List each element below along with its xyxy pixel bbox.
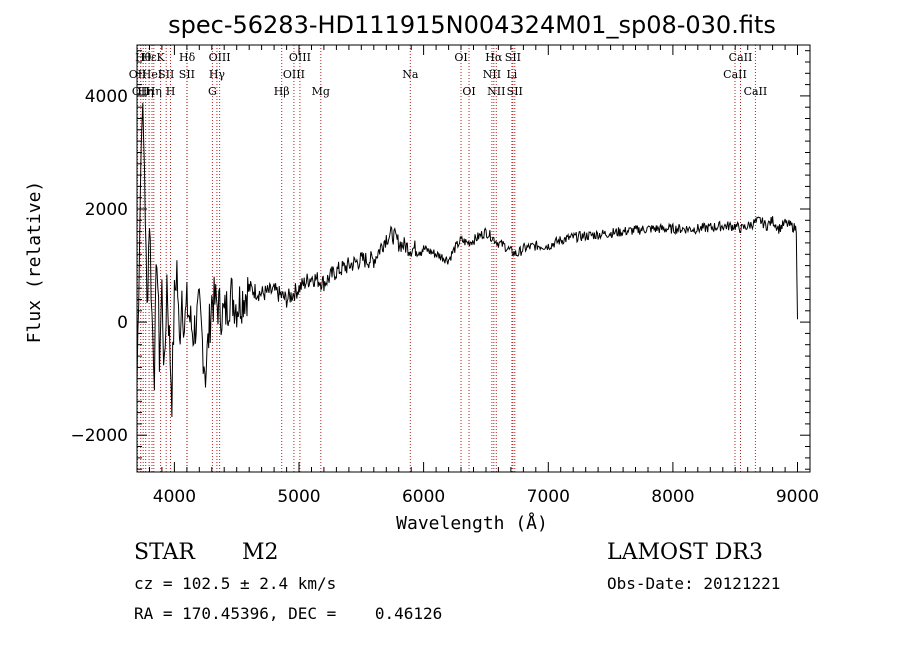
line-label-22: NII — [483, 68, 501, 81]
object-class: STAR — [134, 540, 195, 565]
x-axis: 4000 5000 6000 7000 8000 9000 — [136, 45, 819, 507]
plot-frame — [136, 44, 811, 473]
y-tick-label: −2000 — [70, 426, 128, 446]
y-tick-label: 4000 — [85, 87, 128, 107]
y-tick-label: 2000 — [85, 200, 128, 220]
line-label-21: OI — [462, 85, 475, 98]
line-label-20: OI — [454, 51, 467, 64]
x-tick-label: 8000 — [651, 487, 694, 507]
line-label-12: G — [208, 85, 217, 98]
line-label-26: SII — [505, 51, 521, 64]
line-label-4: Hε — [141, 51, 157, 64]
redshift-velocity: cz = 102.5 ± 2.4 km/s — [134, 574, 337, 593]
chart-title: spec-56283-HD111915N004324M01_sp08-030.f… — [168, 11, 776, 39]
x-tick-label: 7000 — [527, 487, 570, 507]
line-label-14: OIII — [209, 51, 231, 64]
line-label-16: OIII — [283, 68, 305, 81]
line-label-29: CaII — [729, 51, 753, 64]
line-label-25: Li — [506, 68, 517, 81]
x-tick-label: 9000 — [776, 487, 819, 507]
line-label-1: OII — [132, 85, 150, 98]
line-label-0: OII — [129, 68, 147, 81]
line-label-6: Hη — [146, 85, 162, 98]
line-label-27: SII — [507, 85, 523, 98]
line-label-7: K — [156, 51, 165, 64]
object-subclass: M2 — [242, 540, 279, 565]
spectrum-series-line — [136, 102, 798, 418]
line-label-18: Mg — [312, 85, 330, 98]
line-label-3: Hη — [138, 85, 154, 98]
emission-line-markers — [137, 45, 756, 472]
y-axis: −2000 0 2000 4000 — [70, 50, 810, 470]
y-axis-label: Flux (relative) — [24, 181, 45, 344]
x-tick-label: 6000 — [402, 487, 445, 507]
line-label-2: Hθ — [135, 51, 152, 64]
x-tick-label: 5000 — [277, 487, 320, 507]
line-label-10: Hδ — [179, 51, 196, 64]
line-label-8: SII — [158, 68, 174, 81]
line-label-11: SII — [179, 68, 195, 81]
line-label-24: NII — [487, 85, 505, 98]
line-label-15: Hβ — [274, 85, 290, 98]
emission-line-labels: OIIOIIHθHηHεHeIHηKSIIHHδSIIGHγOIIIHβOIII… — [129, 51, 767, 98]
line-label-30: CaII — [744, 85, 768, 98]
coordinates: RA = 170.45396, DEC = 0.46126 — [134, 604, 443, 623]
line-label-9: H — [166, 85, 176, 98]
line-label-19: Na — [402, 68, 419, 81]
line-label-28: CaII — [723, 68, 747, 81]
line-label-5: HeI — [142, 68, 162, 81]
line-label-17: OIII — [289, 51, 311, 64]
x-tick-label: 4000 — [153, 487, 196, 507]
observation-date: Obs-Date: 20121221 — [607, 574, 781, 593]
survey-name: LAMOST DR3 — [607, 540, 763, 565]
line-label-23: Hα — [485, 51, 503, 64]
line-label-13: Hγ — [209, 68, 226, 81]
y-tick-label: 0 — [117, 313, 128, 333]
x-axis-label: Wavelength (Å) — [396, 512, 548, 534]
